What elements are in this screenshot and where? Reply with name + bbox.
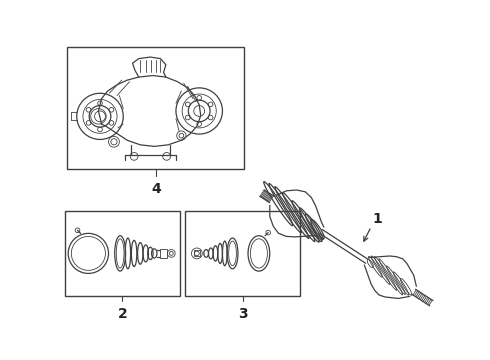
Bar	[65, 211, 180, 296]
Bar	[194, 250, 200, 256]
Text: 3: 3	[238, 306, 247, 320]
Text: 1: 1	[372, 212, 382, 226]
Bar	[185, 211, 300, 296]
Text: 2: 2	[118, 306, 127, 320]
Text: 4: 4	[151, 182, 161, 196]
Bar	[68, 47, 244, 169]
Bar	[160, 249, 167, 258]
